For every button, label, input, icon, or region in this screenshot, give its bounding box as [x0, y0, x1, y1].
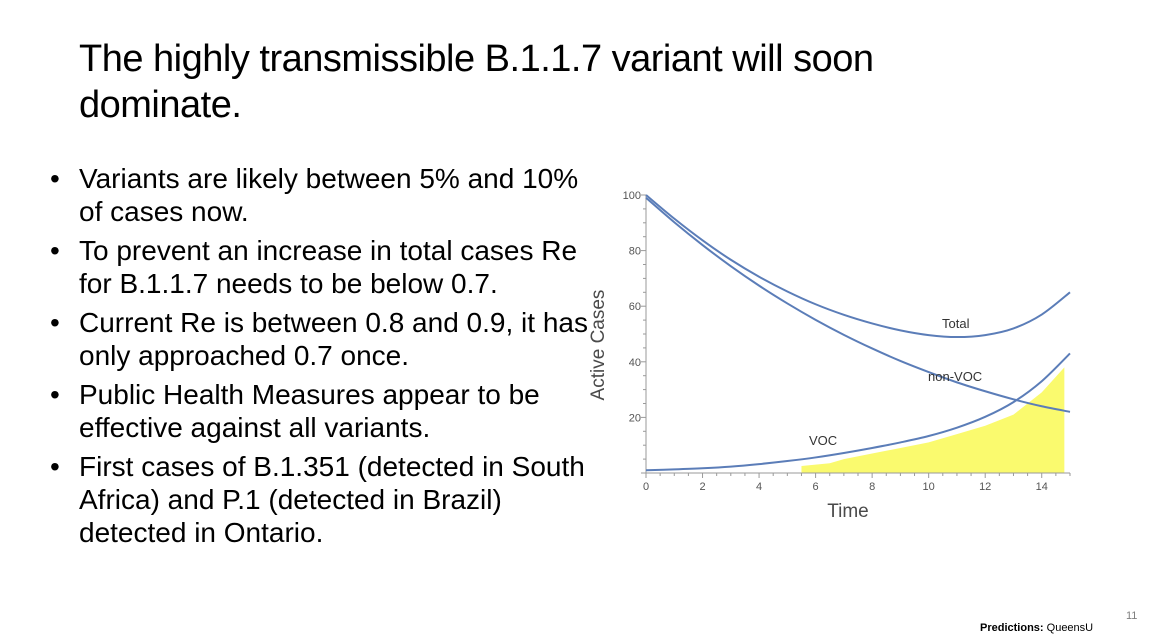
footer-source: QueensU: [1046, 622, 1094, 634]
y-tick-label: 40: [629, 357, 641, 369]
footer-credit: Predictions: QueensU: [980, 622, 1093, 634]
bullet-dot: •: [50, 163, 60, 194]
series-label-voc: VOC: [809, 433, 837, 448]
bullet-text: Variants are likely between 5% and 10% o…: [79, 163, 579, 227]
y-tick-label: 80: [629, 246, 641, 258]
bullet-item: • Current Re is between 0.8 and 0.9, it h…: [50, 306, 590, 372]
y-axis-label: Active Cases: [588, 290, 609, 401]
bullet-item: • Public Health Measures appear to be eff…: [50, 378, 590, 444]
bullet-text: To prevent an increase in total cases Re…: [79, 235, 578, 299]
series-label-total: Total: [942, 316, 970, 331]
bullet-item: • First cases of B.1.351 (detected in Sou…: [50, 450, 590, 549]
x-tick-label: 4: [756, 481, 762, 493]
bullet-dot: •: [50, 235, 60, 266]
slide-number: 11: [1126, 610, 1138, 622]
series-label-non-voc: non-VOC: [928, 369, 982, 384]
series-line-non-voc: [645, 197, 1071, 413]
x-tick-label: 8: [869, 481, 875, 493]
x-tick-label: 6: [813, 481, 819, 493]
bullet-text: Current Re is between 0.8 and 0.9, it ha…: [79, 307, 588, 371]
bullet-item: • Variants are likely between 5% and 10% …: [50, 162, 590, 228]
bullet-list: • Variants are likely between 5% and 10% …: [50, 162, 590, 555]
shaded-area-layer: [801, 367, 1065, 473]
axes-layer: [641, 194, 1071, 478]
series-layer: [645, 194, 1071, 472]
x-tick-label: 2: [699, 481, 705, 493]
bullet-text: Public Health Measures appear to be effe…: [79, 379, 540, 443]
bullet-text: First cases of B.1.351 (detected in Sout…: [79, 451, 585, 548]
slide-title: The highly transmissible B.1.1.7 variant…: [79, 38, 874, 126]
bullet-dot: •: [50, 451, 60, 482]
y-tick-label: 60: [629, 301, 641, 313]
labels-layer: 0 2 4 6 8 10 12 14 20 40 60 80 100: [623, 190, 1048, 493]
y-tick-label: 20: [629, 412, 641, 424]
voc-shaded-area: [801, 367, 1065, 473]
y-tick-label: 100: [623, 190, 641, 202]
bullet-dot: •: [50, 379, 60, 410]
x-axis-label: Time: [827, 501, 869, 522]
x-tick-label: 10: [923, 481, 935, 493]
bullet-item: • To prevent an increase in total cases R…: [50, 234, 590, 300]
bullet-dot: •: [50, 307, 60, 338]
series-line-total: [645, 194, 1071, 339]
series-line-voc: [645, 352, 1071, 472]
x-tick-label: 0: [643, 481, 649, 493]
active-cases-chart: 0 2 4 6 8 10 12 14 20 40 60 80 100 Time Active Cases…: [588, 190, 1071, 522]
x-tick-label: 14: [1036, 481, 1048, 493]
footer-label: Predictions:: [980, 622, 1044, 634]
x-tick-label: 12: [979, 481, 991, 493]
